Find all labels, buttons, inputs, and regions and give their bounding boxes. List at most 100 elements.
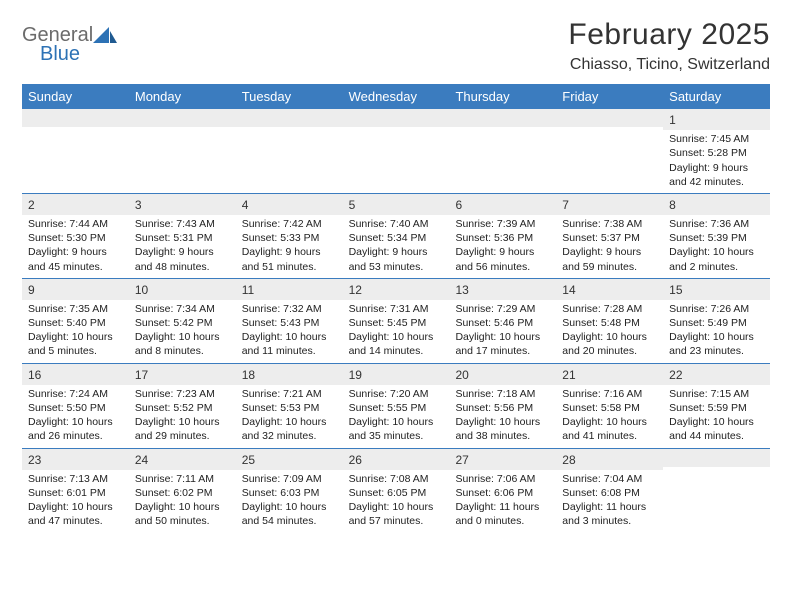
calendar-day xyxy=(556,109,663,193)
day-number: 14 xyxy=(556,279,663,300)
weekday-label: Friday xyxy=(556,84,663,109)
calendar-day: 20Sunrise: 7:18 AMSunset: 5:56 PMDayligh… xyxy=(449,364,556,448)
day-line: Sunrise: 7:44 AM xyxy=(28,217,123,231)
day-line: Sunrise: 7:09 AM xyxy=(242,472,337,486)
day-number xyxy=(236,109,343,127)
day-line: Sunset: 5:55 PM xyxy=(349,401,444,415)
day-line: Sunrise: 7:24 AM xyxy=(28,387,123,401)
calendar-day: 2Sunrise: 7:44 AMSunset: 5:30 PMDaylight… xyxy=(22,194,129,278)
day-number: 3 xyxy=(129,194,236,215)
title-block: February 2025 Chiasso, Ticino, Switzerla… xyxy=(568,18,770,74)
day-number: 22 xyxy=(663,364,770,385)
weekday-label: Sunday xyxy=(22,84,129,109)
day-line: Daylight: 10 hours and 17 minutes. xyxy=(455,330,550,358)
day-line: Daylight: 11 hours and 3 minutes. xyxy=(562,500,657,528)
calendar-week: 23Sunrise: 7:13 AMSunset: 6:01 PMDayligh… xyxy=(22,449,770,533)
calendar-day xyxy=(129,109,236,193)
day-line: Daylight: 10 hours and 44 minutes. xyxy=(669,415,764,443)
calendar-day xyxy=(236,109,343,193)
day-line: Daylight: 11 hours and 0 minutes. xyxy=(455,500,550,528)
day-line: Sunrise: 7:21 AM xyxy=(242,387,337,401)
day-line: Sunrise: 7:08 AM xyxy=(349,472,444,486)
day-number xyxy=(129,109,236,127)
day-content: Sunrise: 7:42 AMSunset: 5:33 PMDaylight:… xyxy=(236,215,343,278)
day-number: 2 xyxy=(22,194,129,215)
calendar-week: 1Sunrise: 7:45 AMSunset: 5:28 PMDaylight… xyxy=(22,109,770,194)
day-content xyxy=(556,127,663,133)
calendar-day xyxy=(449,109,556,193)
calendar-day: 16Sunrise: 7:24 AMSunset: 5:50 PMDayligh… xyxy=(22,364,129,448)
day-content: Sunrise: 7:44 AMSunset: 5:30 PMDaylight:… xyxy=(22,215,129,278)
day-line: Sunset: 5:48 PM xyxy=(562,316,657,330)
day-line: Daylight: 10 hours and 20 minutes. xyxy=(562,330,657,358)
location-text: Chiasso, Ticino, Switzerland xyxy=(568,56,770,74)
calendar-body: 1Sunrise: 7:45 AMSunset: 5:28 PMDaylight… xyxy=(22,109,770,532)
day-line: Sunset: 5:45 PM xyxy=(349,316,444,330)
day-number: 21 xyxy=(556,364,663,385)
day-content: Sunrise: 7:20 AMSunset: 5:55 PMDaylight:… xyxy=(343,385,450,448)
calendar-week: 16Sunrise: 7:24 AMSunset: 5:50 PMDayligh… xyxy=(22,364,770,449)
calendar-day: 23Sunrise: 7:13 AMSunset: 6:01 PMDayligh… xyxy=(22,449,129,533)
day-line: Sunrise: 7:23 AM xyxy=(135,387,230,401)
day-line: Daylight: 10 hours and 47 minutes. xyxy=(28,500,123,528)
day-line: Sunset: 5:28 PM xyxy=(669,146,764,160)
day-content: Sunrise: 7:38 AMSunset: 5:37 PMDaylight:… xyxy=(556,215,663,278)
day-line: Sunset: 5:58 PM xyxy=(562,401,657,415)
day-line: Daylight: 10 hours and 35 minutes. xyxy=(349,415,444,443)
day-number: 17 xyxy=(129,364,236,385)
month-title: February 2025 xyxy=(568,18,770,52)
weekday-label: Monday xyxy=(129,84,236,109)
day-number xyxy=(663,449,770,467)
day-content: Sunrise: 7:31 AMSunset: 5:45 PMDaylight:… xyxy=(343,300,450,363)
day-line: Daylight: 10 hours and 57 minutes. xyxy=(349,500,444,528)
calendar-day: 13Sunrise: 7:29 AMSunset: 5:46 PMDayligh… xyxy=(449,279,556,363)
day-line: Sunrise: 7:04 AM xyxy=(562,472,657,486)
calendar: SundayMondayTuesdayWednesdayThursdayFrid… xyxy=(22,84,770,532)
calendar-day: 8Sunrise: 7:36 AMSunset: 5:39 PMDaylight… xyxy=(663,194,770,278)
day-number: 23 xyxy=(22,449,129,470)
day-content: Sunrise: 7:18 AMSunset: 5:56 PMDaylight:… xyxy=(449,385,556,448)
calendar-day xyxy=(22,109,129,193)
day-line: Sunrise: 7:13 AM xyxy=(28,472,123,486)
day-number xyxy=(449,109,556,127)
day-line: Sunset: 6:03 PM xyxy=(242,486,337,500)
day-number xyxy=(556,109,663,127)
day-number xyxy=(22,109,129,127)
page-header: General Blue February 2025 Chiasso, Tici… xyxy=(22,18,770,74)
day-line: Sunset: 5:53 PM xyxy=(242,401,337,415)
day-line: Sunrise: 7:11 AM xyxy=(135,472,230,486)
day-content: Sunrise: 7:45 AMSunset: 5:28 PMDaylight:… xyxy=(663,130,770,193)
day-line: Daylight: 9 hours and 45 minutes. xyxy=(28,245,123,273)
calendar-day: 18Sunrise: 7:21 AMSunset: 5:53 PMDayligh… xyxy=(236,364,343,448)
day-number: 15 xyxy=(663,279,770,300)
day-number: 28 xyxy=(556,449,663,470)
day-number: 25 xyxy=(236,449,343,470)
day-content xyxy=(129,127,236,133)
day-line: Sunset: 5:31 PM xyxy=(135,231,230,245)
logo-blue-text: Blue xyxy=(22,43,93,66)
day-line: Sunrise: 7:06 AM xyxy=(455,472,550,486)
day-number: 10 xyxy=(129,279,236,300)
day-number: 4 xyxy=(236,194,343,215)
day-number: 24 xyxy=(129,449,236,470)
day-content: Sunrise: 7:21 AMSunset: 5:53 PMDaylight:… xyxy=(236,385,343,448)
day-number: 18 xyxy=(236,364,343,385)
calendar-day: 3Sunrise: 7:43 AMSunset: 5:31 PMDaylight… xyxy=(129,194,236,278)
day-content: Sunrise: 7:34 AMSunset: 5:42 PMDaylight:… xyxy=(129,300,236,363)
day-content: Sunrise: 7:11 AMSunset: 6:02 PMDaylight:… xyxy=(129,470,236,533)
weekday-label: Tuesday xyxy=(236,84,343,109)
day-line: Sunrise: 7:32 AM xyxy=(242,302,337,316)
day-line: Sunrise: 7:18 AM xyxy=(455,387,550,401)
day-content: Sunrise: 7:32 AMSunset: 5:43 PMDaylight:… xyxy=(236,300,343,363)
day-content: Sunrise: 7:35 AMSunset: 5:40 PMDaylight:… xyxy=(22,300,129,363)
day-content: Sunrise: 7:16 AMSunset: 5:58 PMDaylight:… xyxy=(556,385,663,448)
day-content: Sunrise: 7:36 AMSunset: 5:39 PMDaylight:… xyxy=(663,215,770,278)
day-number: 1 xyxy=(663,109,770,130)
day-content: Sunrise: 7:06 AMSunset: 6:06 PMDaylight:… xyxy=(449,470,556,533)
calendar-day: 28Sunrise: 7:04 AMSunset: 6:08 PMDayligh… xyxy=(556,449,663,533)
day-line: Sunrise: 7:15 AM xyxy=(669,387,764,401)
day-content xyxy=(22,127,129,133)
day-line: Sunset: 5:40 PM xyxy=(28,316,123,330)
day-number: 11 xyxy=(236,279,343,300)
weekday-label: Thursday xyxy=(449,84,556,109)
